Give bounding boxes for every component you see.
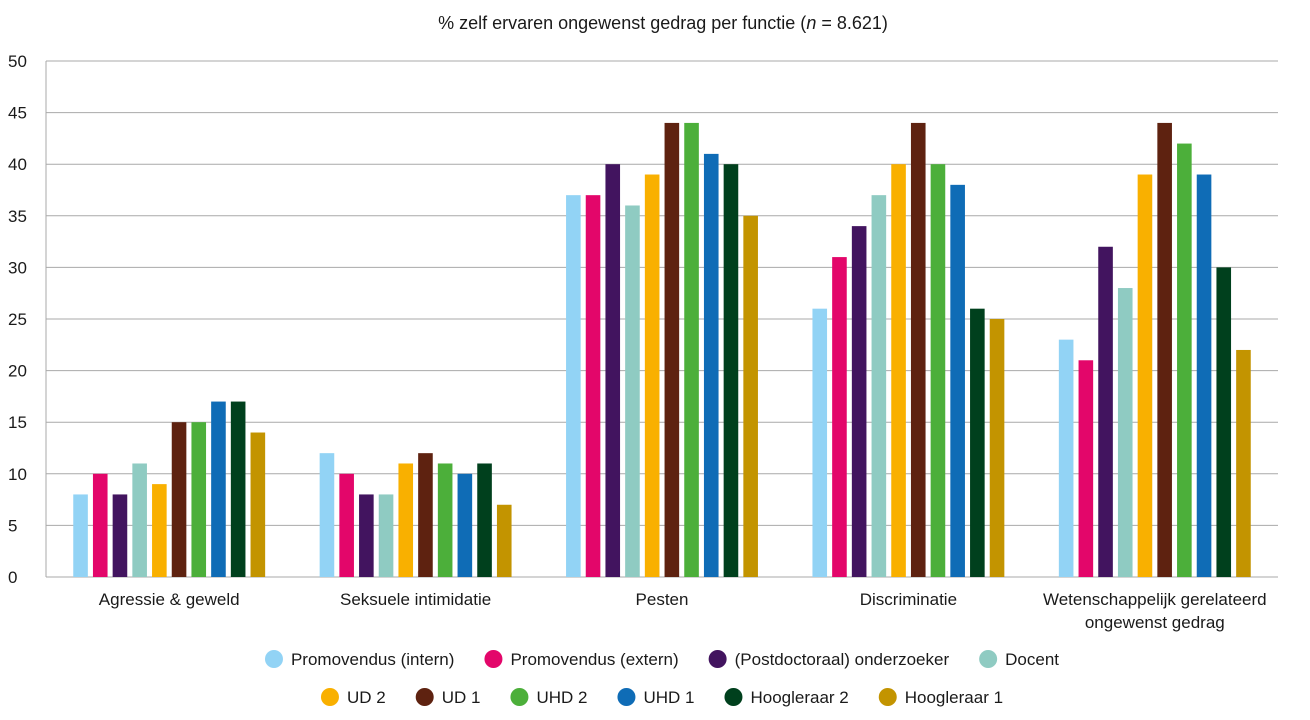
legend-label: (Postdoctoraal) onderzoeker bbox=[735, 650, 950, 669]
bar bbox=[496, 504, 512, 577]
bar bbox=[664, 122, 680, 578]
legend-label: Promovendus (intern) bbox=[291, 650, 454, 669]
bar bbox=[92, 473, 108, 577]
bar bbox=[250, 432, 266, 577]
bar bbox=[950, 184, 965, 577]
bar bbox=[319, 453, 335, 577]
legend-swatch bbox=[724, 688, 743, 706]
legend-label: Hoogleraar 2 bbox=[750, 688, 848, 707]
bar bbox=[73, 494, 88, 577]
bar bbox=[1117, 288, 1133, 577]
x-category-label: Seksuele intimidatie bbox=[340, 590, 491, 609]
bar bbox=[1157, 122, 1172, 578]
bar bbox=[723, 164, 739, 577]
bar bbox=[910, 122, 926, 578]
bar bbox=[989, 319, 1005, 577]
bar bbox=[418, 453, 433, 577]
bar bbox=[891, 164, 906, 577]
bar bbox=[871, 195, 887, 577]
bar bbox=[132, 463, 147, 577]
bar bbox=[930, 164, 946, 577]
legend-swatch bbox=[415, 688, 434, 706]
bar bbox=[812, 308, 828, 577]
y-tick-label: 10 bbox=[8, 465, 27, 484]
legend-swatch bbox=[979, 650, 998, 668]
bar bbox=[851, 226, 867, 577]
chart-title-prefix: % zelf ervaren ongewenst gedrag per func… bbox=[438, 13, 806, 33]
legend-swatch bbox=[484, 650, 503, 668]
bar bbox=[566, 195, 581, 577]
bar bbox=[832, 257, 847, 577]
y-tick-label: 20 bbox=[8, 362, 27, 381]
bar bbox=[378, 494, 394, 577]
bar bbox=[191, 422, 207, 577]
legend-swatch bbox=[264, 650, 283, 668]
chart-title-n: n bbox=[806, 13, 816, 33]
bar bbox=[703, 153, 719, 577]
x-category-label: Wetenschappelijk gerelateerd bbox=[1043, 590, 1267, 609]
bar bbox=[112, 494, 128, 577]
bar bbox=[1177, 143, 1192, 577]
y-tick-label: 50 bbox=[8, 52, 27, 71]
legend-label: UD 2 bbox=[347, 688, 386, 707]
y-tick-label: 5 bbox=[8, 516, 17, 535]
y-tick-label: 30 bbox=[8, 258, 27, 277]
bar bbox=[625, 205, 640, 578]
y-tick-label: 25 bbox=[8, 310, 27, 329]
x-category-label: Agressie & geweld bbox=[99, 590, 240, 609]
bar bbox=[437, 463, 453, 577]
y-axis: 0 5 10 15 20 25 30 35 40 45 50 bbox=[8, 52, 47, 587]
y-tick-label: 45 bbox=[8, 104, 27, 123]
bar bbox=[171, 422, 187, 577]
y-tick-label: 15 bbox=[8, 413, 27, 432]
legend-swatch bbox=[617, 688, 636, 706]
bar bbox=[359, 494, 374, 577]
bar bbox=[1058, 339, 1074, 577]
legend-label: UHD 2 bbox=[536, 688, 587, 707]
x-axis: Agressie & geweld Seksuele intimidatie Pes… bbox=[99, 590, 1267, 632]
legend-label: Hoogleraar 1 bbox=[905, 688, 1003, 707]
legend-label: Promovendus (extern) bbox=[510, 650, 678, 669]
legend-swatch bbox=[708, 650, 727, 668]
bar bbox=[230, 401, 246, 577]
bar bbox=[1137, 174, 1153, 577]
legend: Promovendus (intern) Promovendus (extern)… bbox=[264, 650, 1059, 707]
bar bbox=[1196, 174, 1212, 577]
chart-title-suffix: = 8.621) bbox=[816, 13, 888, 33]
bar bbox=[211, 401, 226, 577]
bar bbox=[339, 473, 354, 577]
legend-label: UHD 1 bbox=[643, 688, 694, 707]
legend-swatch bbox=[878, 688, 897, 706]
x-category-label: ongewenst gedrag bbox=[1085, 613, 1225, 632]
bar bbox=[398, 463, 414, 577]
bar bbox=[457, 473, 473, 577]
bars bbox=[73, 122, 1251, 578]
bar bbox=[477, 463, 492, 577]
bar bbox=[585, 195, 601, 577]
x-category-label: Pesten bbox=[636, 590, 689, 609]
bar bbox=[743, 215, 758, 578]
bar bbox=[605, 164, 621, 577]
bar bbox=[1078, 360, 1094, 577]
y-tick-label: 40 bbox=[8, 155, 27, 174]
y-tick-label: 0 bbox=[8, 568, 17, 587]
chart-title: % zelf ervaren ongewenst gedrag per func… bbox=[438, 13, 888, 33]
bar bbox=[152, 484, 167, 577]
bar bbox=[644, 174, 660, 577]
bar bbox=[1098, 246, 1113, 577]
bar bbox=[1216, 267, 1232, 577]
bar bbox=[1236, 349, 1251, 577]
legend-label: Docent bbox=[1005, 650, 1059, 669]
legend-swatch bbox=[510, 688, 529, 706]
gridlines bbox=[46, 60, 1278, 578]
y-tick-label: 35 bbox=[8, 207, 27, 226]
bar bbox=[970, 308, 985, 577]
legend-label: UD 1 bbox=[442, 688, 481, 707]
legend-swatch bbox=[320, 688, 339, 706]
x-category-label: Discriminatie bbox=[860, 590, 957, 609]
bar bbox=[684, 122, 699, 578]
